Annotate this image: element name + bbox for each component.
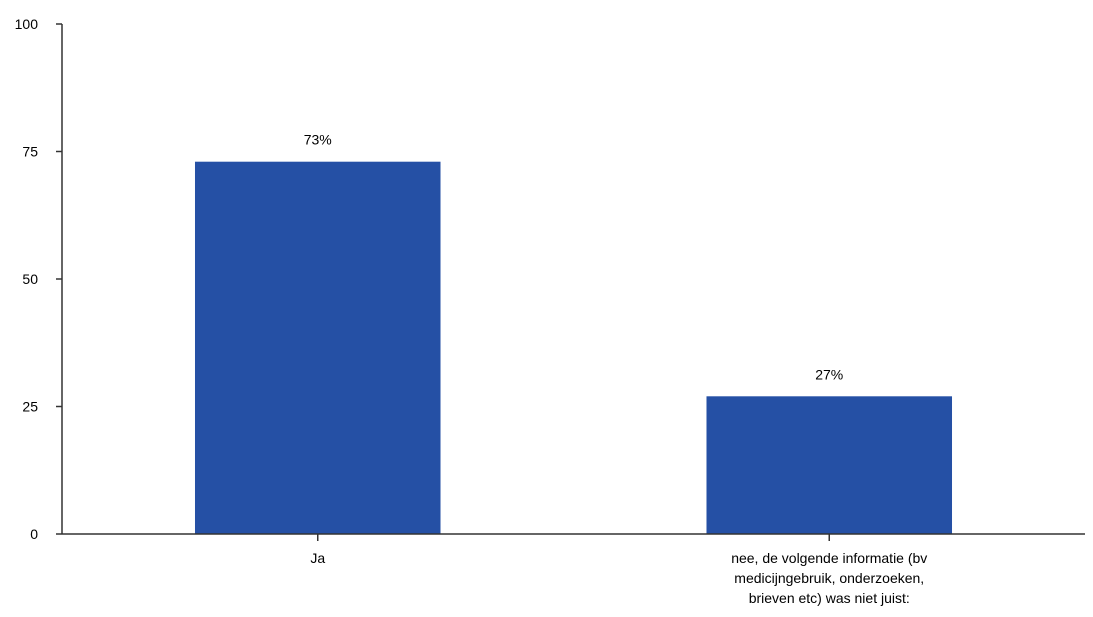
y-tick-label: 25	[22, 399, 38, 415]
y-ticks: 0 25 50 75 100	[15, 16, 62, 542]
y-tick-label: 50	[22, 271, 38, 287]
data-label: 27%	[815, 366, 843, 382]
y-tick-label: 100	[15, 16, 39, 32]
x-ticks: Ja nee, de volgende informatie (bv medicij…	[310, 534, 927, 606]
data-label: 73%	[304, 132, 332, 148]
y-tick-label: 0	[30, 526, 38, 542]
bar-1	[194, 161, 441, 534]
bars-layer	[194, 161, 953, 534]
data-labels: 73% 27%	[304, 132, 844, 383]
y-tick-label: 75	[22, 144, 38, 160]
x-tick-label: nee, de volgende informatie (bv medicijng…	[731, 550, 927, 606]
x-tick-label: Ja	[310, 550, 325, 566]
bar-2	[706, 396, 953, 534]
